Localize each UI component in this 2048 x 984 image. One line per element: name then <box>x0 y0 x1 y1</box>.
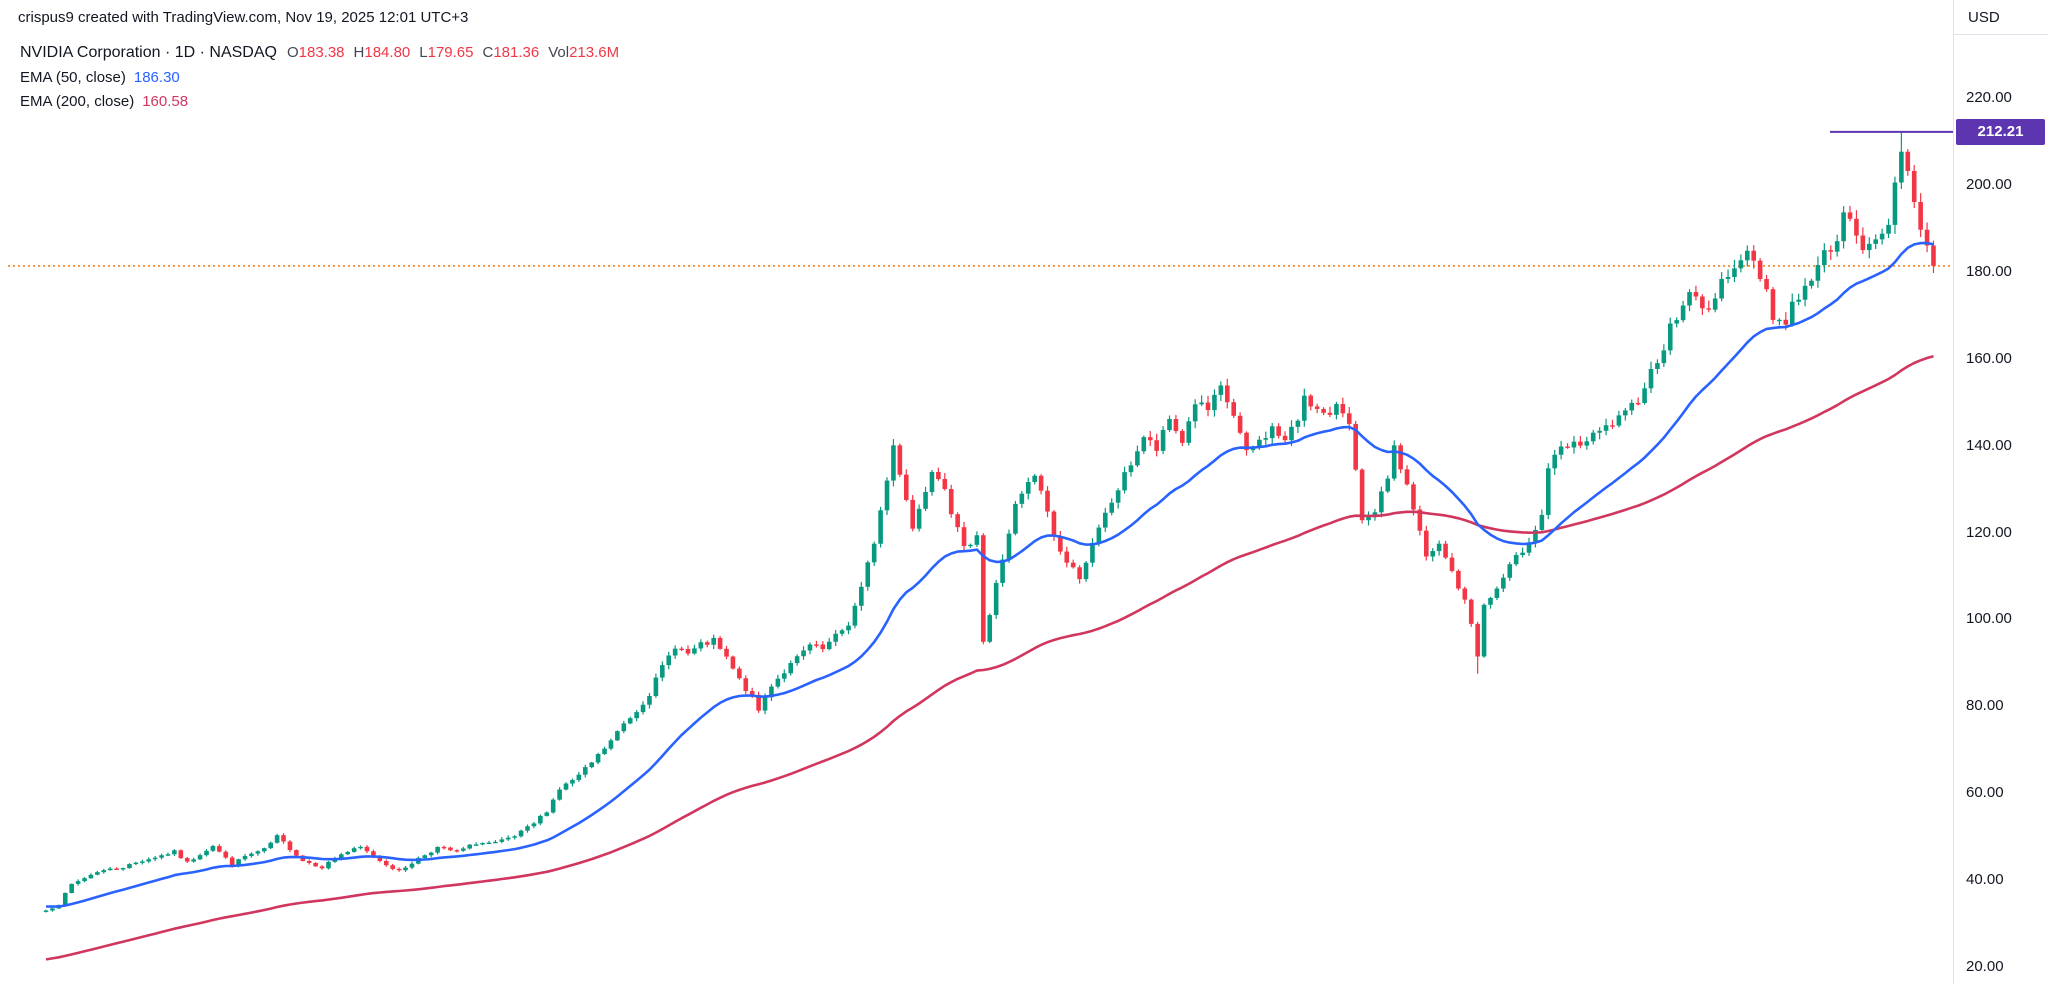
price-tick-label: 220.00 <box>1966 89 2012 106</box>
ohlc-values: O183.38 H184.80 L179.65 C181.36 Vol213.6M <box>287 44 628 62</box>
ohlc-pair: O183.38 <box>286 43 345 61</box>
indicator-legend: EMA (50, close) 186.30 EMA (200, close) 160… <box>20 65 628 113</box>
price-tick-label: 140.00 <box>1966 436 2012 454</box>
indicator-row[interactable]: EMA (200, close) 160.58 <box>20 92 189 110</box>
chart-legend: NVIDIA Corporation · 1D · NASDAQ O183.38… <box>20 40 628 113</box>
ohlc-pair: L179.65 <box>419 43 474 61</box>
horizontal-line-price-label: 212.21 <box>1956 118 2045 145</box>
symbol-legend-row[interactable]: NVIDIA Corporation · 1D · NASDAQ O183.38… <box>20 40 628 65</box>
price-tick-label: 40.00 <box>1966 871 2004 889</box>
attribution-text: crispus9 created with TradingView.com, N… <box>18 9 469 26</box>
price-tick-label: 60.00 <box>1966 784 2004 802</box>
price-tick-label: 80.00 <box>1966 697 2004 715</box>
symbol-title: NVIDIA Corporation · 1D · NASDAQ <box>20 43 277 61</box>
ohlc-pair: C181.36 <box>482 43 540 61</box>
ohlc-pair: Vol213.6M <box>548 43 620 61</box>
ema-line[interactable] <box>45 241 1934 908</box>
indicator-row[interactable]: EMA (50, close) 186.30 <box>20 68 180 86</box>
ohlc-pair: H184.80 <box>353 43 411 61</box>
price-axis[interactable]: USD 220.00 200.00 180.00 160.00 140.00 120.00… <box>1953 0 2048 984</box>
price-tick-label: 20.00 <box>1966 958 2004 975</box>
price-tick-label: 100.00 <box>1966 610 2012 628</box>
currency-label: USD <box>1954 0 2048 35</box>
candlestick-series <box>43 131 1936 913</box>
price-tick-label: 200.00 <box>1966 175 2012 193</box>
price-tick-label: 120.00 <box>1966 523 2012 541</box>
ema-line[interactable] <box>45 354 1934 961</box>
price-tick-label: 180.00 <box>1966 262 2012 280</box>
price-tick-label: 160.00 <box>1966 349 2012 367</box>
